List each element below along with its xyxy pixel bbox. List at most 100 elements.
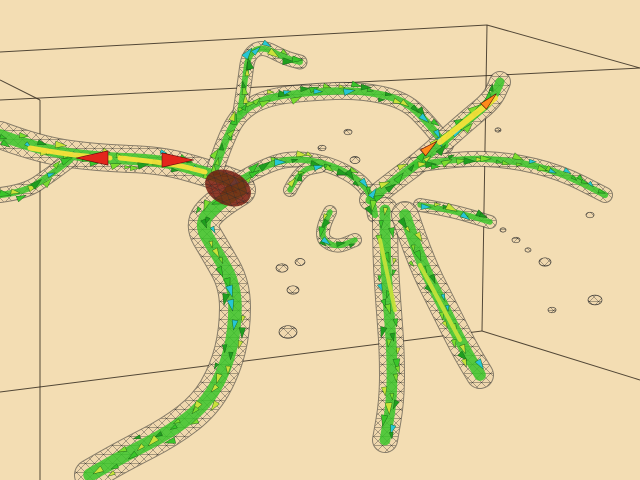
velocity-vector-glyph [267,47,280,59]
velocity-vector-glyph [261,39,272,48]
velocity-vector-glyph [213,362,220,370]
velocity-vector-glyph [367,187,377,200]
velocity-vector-glyph [228,351,234,361]
velocity-vector-glyph [297,170,306,175]
velocity-vector-glyph [445,304,450,313]
velocity-vector-glyph [37,139,48,145]
velocity-vector-glyph [376,283,383,293]
velocity-vector-glyph [360,83,372,91]
velocity-vector-glyph [208,240,213,249]
velocity-vector-glyph [474,358,484,371]
velocity-vector-glyph [226,128,236,139]
velocity-vector-glyph [392,399,400,410]
velocity-vector-glyph [147,434,160,447]
velocity-vector-glyph [407,163,415,172]
velocity-vector-glyph [528,158,538,164]
velocity-vector-glyph [222,292,230,307]
velocity-vector-glyph [200,218,207,229]
velocity-vector-glyph [459,211,471,221]
velocity-vector-glyph [154,431,163,438]
velocity-vector-glyph [210,400,220,412]
velocity-vector-glyph [46,172,56,179]
velocity-vector-glyph [231,319,239,331]
velocity-vector-glyph [429,273,436,285]
velocity-vector-glyph [163,436,177,444]
velocity-vector-glyph [459,343,466,355]
velocity-vector-glyph [479,212,488,218]
velocity-vector-glyph [336,241,347,247]
velocity-vector-glyph [434,202,442,207]
velocity-vector-glyph [450,339,457,349]
velocity-vector-glyph [244,67,250,77]
velocity-vector-glyph [394,365,400,375]
velocity-vector-glyph [480,155,492,163]
velocity-vector-glyph [390,424,397,435]
velocity-vector-glyph [389,332,395,343]
velocity-vector-glyph [420,203,432,210]
velocity-vector-glyph [392,269,397,277]
velocity-vector-glyph [475,156,484,162]
velocity-vector-glyph [413,249,422,262]
high-velocity-arrow [75,150,109,166]
velocity-vector-glyph [580,178,589,184]
velocity-vector-glyph [320,236,332,246]
velocity-vector-glyph [248,170,261,179]
mesh-fragment-wire [500,227,506,233]
velocity-vector-glyph [246,57,254,70]
velocity-vector-glyph [462,122,474,134]
velocity-vector-glyph [380,298,386,309]
velocity-vector-glyph [392,318,399,328]
velocity-vector-glyph [385,183,397,194]
velocity-vector-glyph [252,97,261,106]
velocity-vector-glyph [570,174,578,181]
velocity-vector-glyph [380,326,388,339]
velocity-vector-glyph [124,165,132,170]
velocity-vector-glyph [392,358,401,372]
velocity-vector-glyph [388,227,395,239]
velocity-vector-glyph [313,88,324,95]
velocity-vector-glyph [417,161,428,168]
mesh-fragment-wire [287,285,299,295]
velocity-vector-glyph [42,177,53,189]
velocity-vector-glyph [60,157,73,166]
velocity-vector-glyph [537,164,549,172]
velocity-vector-glyph [0,139,11,148]
velocity-vector-glyph [300,86,311,93]
velocity-vector-glyph [110,163,122,170]
high-velocity-streak [418,263,462,342]
velocity-vector-glyph [274,158,288,167]
velocity-vector-glyph [383,207,389,216]
velocity-vector-glyph [548,167,558,174]
velocity-vector-glyph [430,118,441,127]
velocity-vector-glyph [381,414,389,427]
velocity-vector-glyph [366,87,375,92]
velocity-vector-glyph [219,142,225,151]
velocity-vector-glyph [0,134,8,139]
velocity-vector-glyph [597,188,607,194]
velocity-vector-glyph [423,155,432,163]
velocity-vector-glyph [107,470,116,477]
mesh-fragment-wire [295,258,305,266]
velocity-vector-glyph [283,90,292,96]
high-velocity-arrow [161,152,195,168]
velocity-vector-glyph [381,386,388,397]
velocity-vector-glyph [377,275,382,283]
velocity-vector-glyph [386,338,392,348]
velocity-vector-glyph [393,172,404,185]
velocity-vector-glyph [418,112,430,123]
velocity-vector-glyph [228,110,236,122]
velocity-vector-glyph [241,80,247,89]
velocity-vector-glyph [441,320,448,329]
velocity-vector-glyph [127,450,139,460]
velocity-vector-glyph [587,180,595,188]
aneurysm-mesh [205,169,251,207]
mesh-fragment-wire [586,212,594,218]
velocity-vector-glyph [515,162,524,167]
velocity-vector-glyph [457,350,468,362]
velocity-vector-glyph [435,144,447,157]
velocity-vector-glyph [172,418,181,424]
mesh-fragment-wire [344,129,352,135]
mesh-fragment-wire [495,127,501,133]
